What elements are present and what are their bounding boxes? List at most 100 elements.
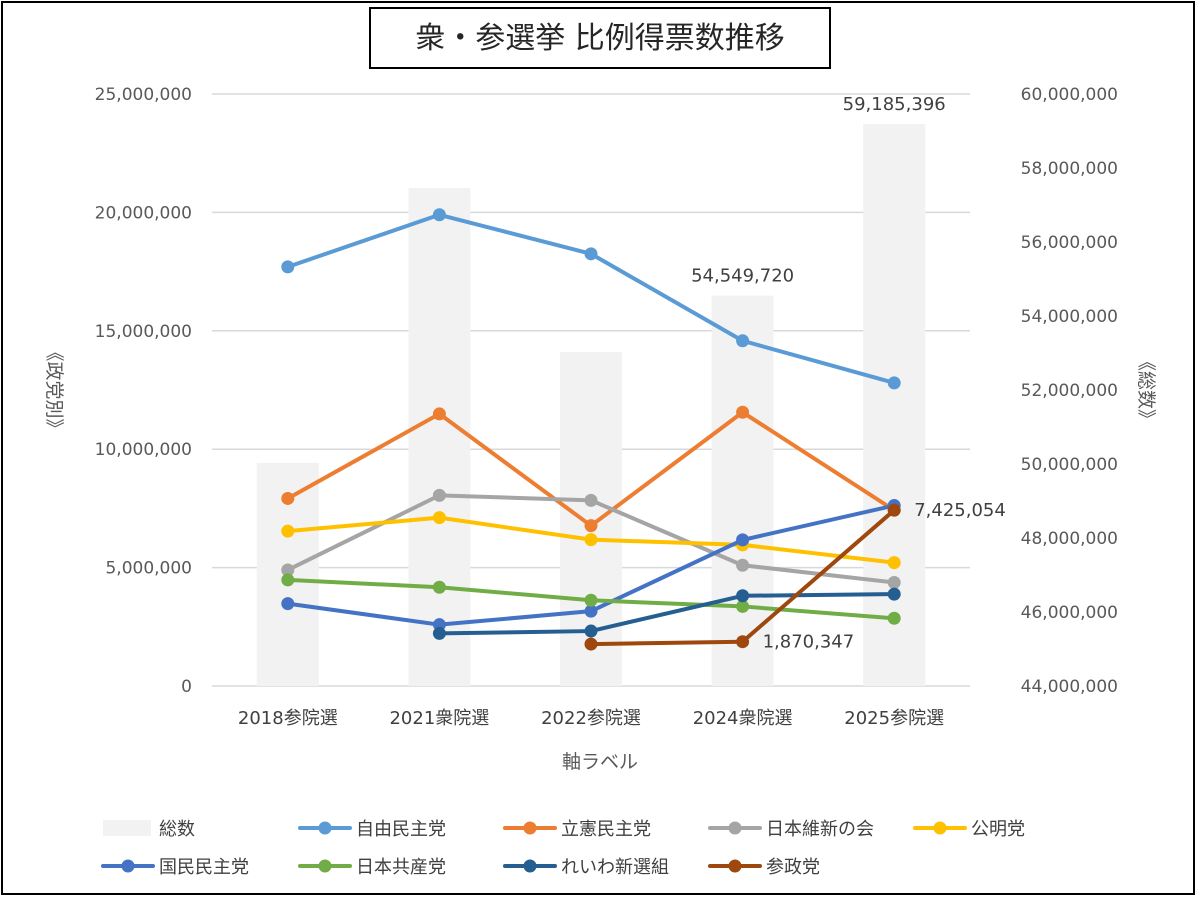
- data-point: [432, 488, 446, 502]
- legend-label: 立憲民主党: [561, 818, 651, 840]
- x-axis-title: 軸ラベル: [562, 751, 638, 773]
- data-point: [281, 573, 295, 587]
- data-point: [584, 493, 598, 507]
- data-point: [584, 519, 598, 533]
- y2-axis-title: 《総数》: [1135, 352, 1157, 428]
- bar-series-total: [256, 124, 926, 687]
- legend-label: 総数: [159, 819, 195, 840]
- series-line: [281, 208, 901, 390]
- y2-tick-label: 60,000,000: [1021, 85, 1118, 105]
- y-tick-label: 20,000,000: [95, 203, 192, 223]
- x-tick-label: 2021衆院選: [389, 708, 489, 729]
- axes: 0 5,000,000 10,000,000 15,000,000 20,000,000…: [95, 85, 1118, 729]
- data-point: [584, 533, 598, 547]
- data-point: [432, 626, 446, 640]
- data-point: [281, 524, 295, 538]
- legend-swatch-marker: [728, 859, 742, 873]
- legend-swatch-marker: [933, 821, 947, 835]
- y-tick-label: 5,000,000: [105, 559, 192, 579]
- y-axis-title: 《政党別》: [43, 342, 65, 437]
- legend-label: 日本維新の会: [766, 819, 874, 840]
- legend-item: 総数: [103, 819, 195, 840]
- legend-swatch-marker: [318, 821, 332, 835]
- data-label: 59,185,396: [843, 94, 946, 115]
- legend-label: 日本共産党: [356, 857, 446, 878]
- y-tick-label: 0: [181, 677, 192, 697]
- data-point: [584, 637, 598, 651]
- series-path: [437, 592, 897, 636]
- data-point: [584, 604, 598, 618]
- data-point: [432, 208, 446, 222]
- y2-tick-label: 54,000,000: [1021, 307, 1118, 327]
- data-labels: 59,185,396 54,549,720 7,425,054 1,870,347: [691, 94, 1006, 653]
- data-point: [736, 589, 750, 603]
- data-point: [736, 558, 750, 572]
- y2-tick-label: 48,000,000: [1021, 529, 1118, 549]
- legend-item: 公明党: [913, 819, 1025, 840]
- data-point: [887, 503, 901, 517]
- legend-label: 自由民主党: [356, 819, 446, 840]
- legend-label: れいわ新選組: [561, 857, 669, 878]
- data-label: 7,425,054: [914, 500, 1006, 521]
- data-point: [281, 260, 295, 274]
- data-label: 1,870,347: [763, 632, 855, 653]
- title-box: [369, 7, 831, 69]
- legend-item: 参政党: [708, 857, 820, 878]
- data-point: [887, 576, 901, 590]
- y-tick-label: 15,000,000: [95, 322, 192, 342]
- x-tick-label: 2018参院選: [238, 708, 338, 729]
- bar-total: [711, 295, 774, 686]
- y2-tick-label: 44,000,000: [1021, 677, 1118, 697]
- data-point: [736, 599, 750, 613]
- data-point: [887, 376, 901, 390]
- legend-item: 立憲民主党: [503, 818, 651, 840]
- y-tick-label: 10,000,000: [95, 440, 192, 460]
- legend-item: 自由民主党: [298, 819, 446, 840]
- data-point: [736, 533, 750, 547]
- y-tick-label: 25,000,000: [95, 85, 192, 105]
- data-point: [432, 511, 446, 525]
- legend-swatch-marker: [728, 821, 742, 835]
- x-tick-label: 2025参院選: [844, 708, 944, 729]
- legend-item: 日本共産党: [298, 857, 446, 878]
- data-point: [281, 597, 295, 611]
- data-point: [281, 491, 295, 505]
- legend-label: 公明党: [971, 819, 1025, 840]
- data-point: [584, 247, 598, 261]
- series-line: [584, 503, 901, 651]
- y2-tick-label: 58,000,000: [1021, 159, 1118, 179]
- y2-tick-label: 52,000,000: [1021, 381, 1118, 401]
- y2-tick-label: 50,000,000: [1021, 455, 1118, 475]
- legend-item: 日本維新の会: [708, 819, 874, 840]
- data-point: [736, 405, 750, 419]
- series-line: [281, 573, 901, 625]
- x-tick-label: 2022参院選: [541, 708, 641, 729]
- bar-total: [408, 187, 471, 687]
- data-label: 54,549,720: [691, 266, 794, 287]
- legend-item: れいわ新選組: [503, 857, 669, 878]
- legend-swatch-marker: [121, 859, 135, 873]
- series-line: [432, 587, 901, 640]
- y2-tick-label: 56,000,000: [1021, 233, 1118, 253]
- y2-tick-label: 46,000,000: [1021, 603, 1118, 623]
- data-point: [432, 580, 446, 594]
- data-point: [887, 587, 901, 601]
- legend-label: 国民民主党: [159, 857, 249, 878]
- legend-label: 参政党: [766, 857, 820, 878]
- bar-total: [863, 124, 926, 686]
- data-point: [281, 563, 295, 577]
- data-point: [736, 635, 750, 649]
- legend-swatch: [103, 820, 151, 836]
- x-tick-label: 2024衆院選: [693, 708, 793, 729]
- data-point: [887, 611, 901, 625]
- data-point: [584, 593, 598, 607]
- legend-swatch-marker: [523, 859, 537, 873]
- data-point: [736, 334, 750, 348]
- legend-swatch-marker: [523, 821, 537, 835]
- legend-item: 国民民主党: [101, 857, 249, 878]
- legend-swatch-marker: [318, 859, 332, 873]
- line-series: [281, 208, 901, 651]
- data-point: [432, 407, 446, 421]
